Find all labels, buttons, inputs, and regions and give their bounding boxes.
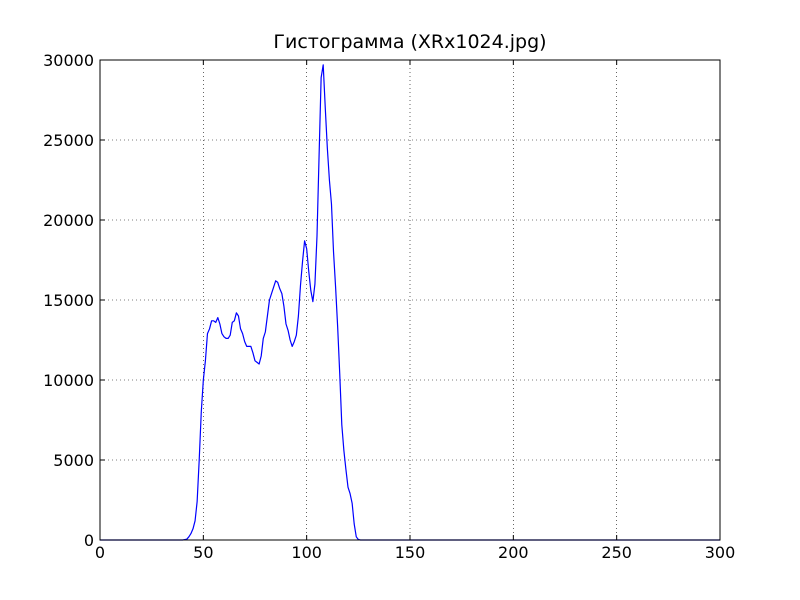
series-layer: [100, 64, 720, 541]
y-tick-label: 10000: [43, 371, 94, 390]
grid-lines: [100, 60, 720, 540]
y-tick-label: 25000: [43, 131, 94, 150]
x-tick-label: 250: [601, 543, 632, 562]
x-tick-label: 300: [705, 543, 736, 562]
x-tick-label: 0: [95, 543, 105, 562]
y-tick-label: 5000: [53, 451, 94, 470]
y-tick-label: 0: [84, 531, 94, 550]
y-axis-ticks: 0 5000 10000 15000 20000 25000 30000: [43, 51, 720, 550]
x-tick-label: 200: [498, 543, 529, 562]
y-tick-label: 15000: [43, 291, 94, 310]
x-tick-label: 150: [395, 543, 426, 562]
y-tick-label: 20000: [43, 211, 94, 230]
y-tick-label: 30000: [43, 51, 94, 70]
series-line: [100, 64, 720, 541]
x-tick-label: 50: [193, 543, 213, 562]
x-axis-ticks: 0 50 100 150 200 250 300: [95, 60, 735, 562]
chart-title: Гистограмма (XRx1024.jpg): [273, 31, 546, 53]
x-tick-label: 100: [291, 543, 322, 562]
